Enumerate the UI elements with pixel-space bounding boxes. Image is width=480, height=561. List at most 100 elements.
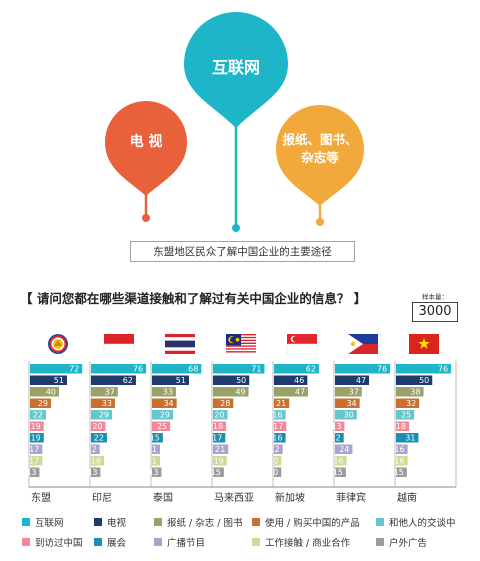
legend-row: 互联网 电视 报纸 / 杂志 / 图书 使用 / 购买中国的产品 和他人的交谈中 — [22, 512, 472, 532]
bar-value-label: 50 — [419, 376, 429, 385]
legend-item: 广播节目 — [154, 535, 252, 549]
channel-bar-chart: 72514029221919171713东盟766237332920221218… — [26, 334, 457, 504]
indonesia-flag — [103, 334, 135, 355]
bar-value-label: 34 — [163, 399, 173, 408]
legend-label: 户外广告 — [389, 538, 428, 549]
bar---4 — [335, 410, 357, 420]
bar-value-label: 20 — [214, 411, 224, 420]
bar---1 — [91, 375, 136, 385]
bar-value-label: 15 — [333, 468, 343, 477]
print-pin — [276, 105, 364, 206]
bar-value-label: 17 — [273, 422, 283, 431]
bar---6 — [91, 433, 107, 443]
internet-pin — [184, 12, 288, 128]
bar---3 — [91, 398, 115, 408]
bar-value-label: 34 — [346, 399, 356, 408]
bar---4 — [274, 410, 286, 420]
bar---5 — [30, 421, 44, 431]
bar-value-label: 33 — [102, 399, 112, 408]
bar-value-label: 47 — [295, 388, 305, 397]
bar---7 — [213, 444, 229, 454]
bar---5 — [335, 421, 345, 431]
legend-swatch — [154, 518, 162, 526]
legend-swatch — [252, 538, 260, 546]
bar-value-label: 13 — [87, 468, 97, 477]
bar-value-label: 15 — [211, 468, 221, 477]
bar---9 — [152, 467, 162, 477]
bar---6 — [30, 433, 44, 443]
sample-size-label: 样本量： — [422, 293, 448, 301]
bar-value-label: 71 — [251, 365, 261, 374]
bar-value-label: 15 — [394, 468, 404, 477]
legend-item: 互联网 — [22, 515, 94, 529]
bar---5 — [152, 421, 171, 431]
bar-value-label: 16 — [272, 411, 282, 420]
internet-pin-dot — [232, 224, 240, 232]
bar-value-label: 13 — [331, 422, 341, 431]
bar-value-label: 20 — [92, 422, 102, 431]
bar---3 — [274, 398, 290, 408]
bar-value-label: 24 — [339, 445, 349, 454]
legend-label: 工作接触 / 商业合作 — [265, 538, 351, 549]
bar-value-label: 68 — [188, 365, 198, 374]
legend-item: 展会 — [94, 535, 154, 549]
bar---6 — [274, 433, 286, 443]
bar-value-label: 22 — [33, 411, 43, 420]
bar---1 — [30, 375, 67, 385]
bar---8 — [91, 456, 105, 466]
legend-item: 和他人的交谈中 — [376, 515, 472, 529]
bar-value-label: 31 — [405, 434, 415, 443]
bar-value-label: 37 — [105, 388, 115, 397]
bar-value-label: 29 — [38, 399, 48, 408]
bar-value-label: 32 — [406, 399, 416, 408]
bar---8 — [396, 456, 408, 466]
bar---2 — [335, 387, 362, 397]
bar-value-label: 49 — [235, 388, 245, 397]
bar---2 — [30, 387, 59, 397]
bar---1 — [213, 375, 250, 385]
bar-value-label: 17 — [212, 434, 222, 443]
bar---3 — [213, 398, 234, 408]
bar---8 — [274, 456, 282, 466]
legend-swatch — [154, 538, 162, 546]
bar---8 — [335, 456, 347, 466]
bar-value-label: 51 — [176, 376, 186, 385]
print-pin-dot — [316, 218, 324, 226]
bar---8 — [213, 456, 227, 466]
bar---2 — [152, 387, 176, 397]
bar-value-label: 13 — [148, 468, 158, 477]
bar-value-label: 25 — [401, 411, 411, 420]
bar---2 — [396, 387, 424, 397]
bar---0 — [91, 364, 147, 374]
sample-size: 样本量： 3000 — [412, 293, 458, 322]
bar-value-label: 33 — [163, 388, 173, 397]
bar---6 — [213, 433, 226, 443]
bar-value-label: 16 — [394, 457, 404, 466]
bar-value-label: 21 — [215, 445, 225, 454]
legend-swatch — [22, 538, 30, 546]
legend-label: 展会 — [107, 538, 127, 549]
bar-value-label: 10 — [268, 457, 278, 466]
bar---8 — [152, 456, 160, 466]
bar-value-label: 38 — [410, 388, 420, 397]
bar---4 — [396, 410, 415, 420]
bar---3 — [152, 398, 177, 408]
category-label-3: 马来西亚 — [214, 492, 254, 504]
bar-value-label: 76 — [133, 365, 143, 374]
legend-item: 户外广告 — [376, 535, 472, 549]
bar---9 — [396, 467, 407, 477]
bar-value-label: 12 — [87, 445, 97, 454]
bar-value-label: 51 — [54, 376, 64, 385]
bar---9 — [335, 467, 346, 477]
bar-value-label: 62 — [123, 376, 133, 385]
bar---7 — [335, 444, 353, 454]
legend-item: 报纸 / 杂志 / 图书 — [154, 515, 252, 529]
bar---5 — [396, 421, 410, 431]
bar---2 — [91, 387, 118, 397]
bar-value-label: 22 — [94, 434, 104, 443]
bar---5 — [91, 421, 106, 431]
bar---0 — [396, 364, 452, 374]
bar---9 — [274, 467, 282, 477]
legend-swatch — [22, 518, 30, 526]
bar-value-label: 25 — [157, 422, 167, 431]
